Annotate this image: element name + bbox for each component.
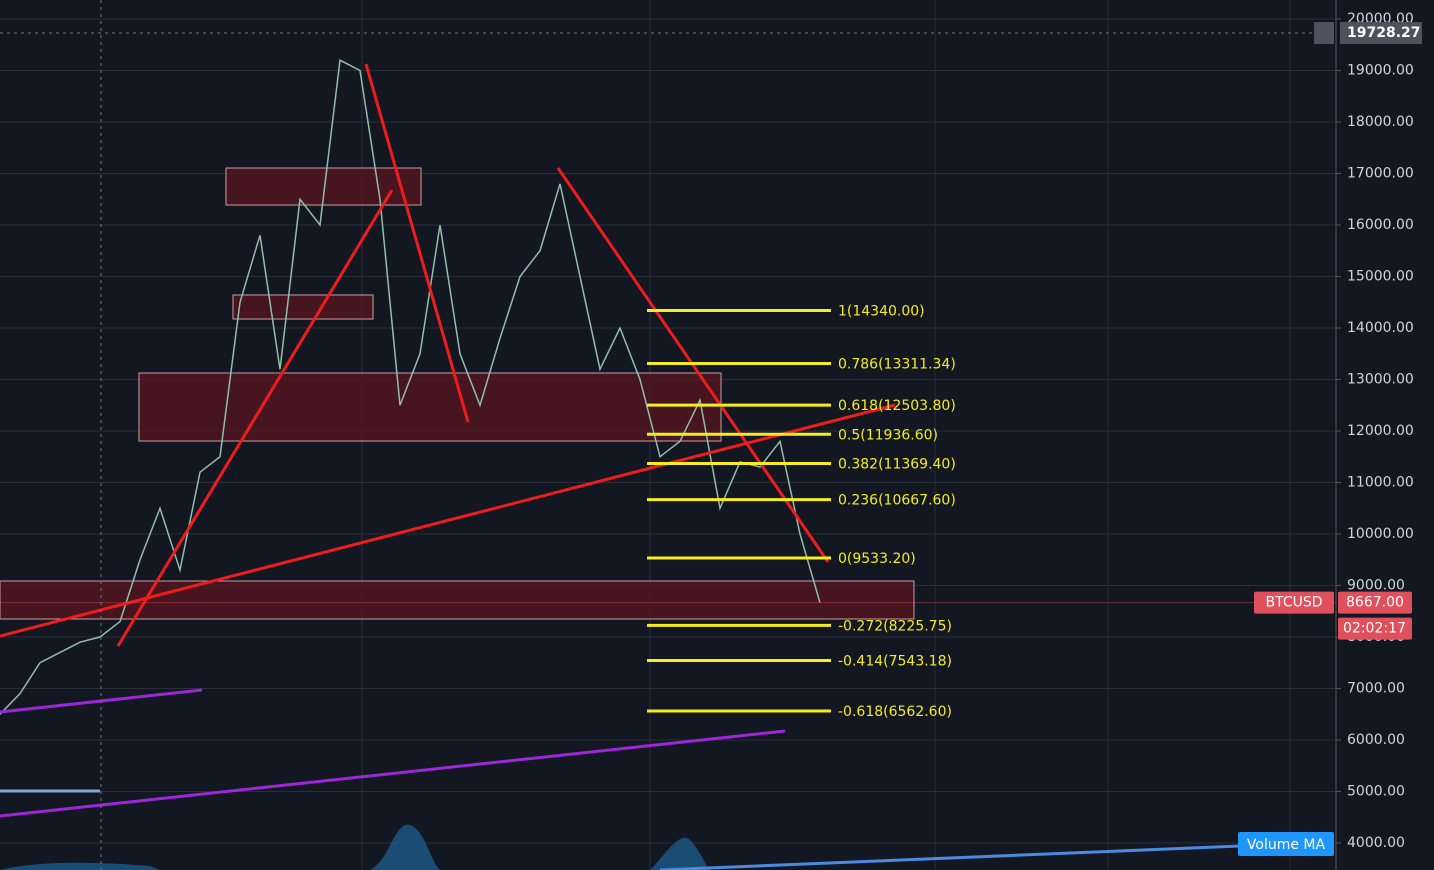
last-price: 8667.00 xyxy=(1346,595,1404,611)
fib-label: 0.786(13311.34) xyxy=(838,356,956,372)
symbol-badge xyxy=(1254,591,1334,614)
y-tick-label: 19000.00 xyxy=(1347,63,1414,79)
volume-area xyxy=(0,824,710,870)
y-tick-label: 6000.00 xyxy=(1347,732,1405,748)
y-tick-label: 5000.00 xyxy=(1347,784,1405,800)
fib-label: 0.236(10667.60) xyxy=(838,493,956,509)
volume-ma-label: Volume MA xyxy=(1247,837,1326,853)
y-tick-label: 17000.00 xyxy=(1347,166,1414,182)
price-axis xyxy=(1336,0,1434,870)
fib-label: 0.5(11936.60) xyxy=(838,427,938,443)
price-badge xyxy=(1338,591,1412,614)
y-tick-label: 10000.00 xyxy=(1347,526,1414,542)
fib-label: -0.618(6562.60) xyxy=(838,704,952,720)
fib-label: 1(14340.00) xyxy=(838,303,925,319)
volume-ma-line xyxy=(659,844,1241,870)
countdown-badge xyxy=(1338,617,1412,640)
volume-ma-badge xyxy=(1238,832,1334,856)
fib-levels: 1(14340.00) 0.786(13311.34) 0.618(12503.80… xyxy=(647,303,956,720)
trend-lines xyxy=(0,63,896,647)
crosshair-plus xyxy=(1314,21,1334,44)
y-tick-label: 12000.00 xyxy=(1347,423,1414,439)
y-tick-label: 14000.00 xyxy=(1347,320,1414,336)
countdown: 02:02:17 xyxy=(1343,621,1406,637)
y-tick-label: 15000.00 xyxy=(1347,269,1414,285)
fib-label: -0.414(7543.18) xyxy=(838,654,952,670)
y-tick-label: 4000.00 xyxy=(1347,835,1405,851)
fib-label: 0(9533.20) xyxy=(838,551,916,567)
y-tick-label: 9000.00 xyxy=(1347,578,1405,594)
fib-label: 0.618(12503.80) xyxy=(838,398,956,414)
y-tick-label: 16000.00 xyxy=(1347,217,1414,233)
symbol-label: BTCUSD xyxy=(1265,595,1322,611)
crosshair-badge xyxy=(1340,21,1422,44)
fib-label: -0.272(8225.75) xyxy=(838,618,952,634)
crosshair-price: 19728.27 xyxy=(1347,25,1421,41)
badges: 19728.27 BTCUSD 8667.00 02:02:17 Volume MA xyxy=(0,21,1422,856)
y-tick-label: 13000.00 xyxy=(1347,372,1414,388)
y-tick-label: 11000.00 xyxy=(1347,475,1414,491)
y-tick-label: 7000.00 xyxy=(1347,681,1405,697)
fib-label: 0.382(11369.40) xyxy=(838,456,956,472)
axis-labels: 4000.005000.006000.007000.008000.009000.… xyxy=(1336,11,1414,851)
y-tick-label: 18000.00 xyxy=(1347,114,1414,130)
